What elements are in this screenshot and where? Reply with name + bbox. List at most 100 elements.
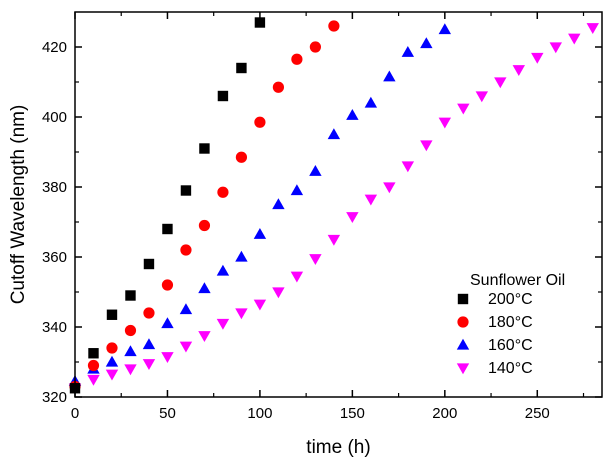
data-point — [309, 41, 321, 53]
y-tick-label: 320 — [42, 389, 67, 406]
data-point — [124, 345, 137, 357]
data-point — [142, 359, 156, 370]
y-tick-label: 380 — [42, 179, 67, 196]
data-point — [253, 228, 267, 239]
y-axis-label: Cutoff Wavelength (nm) — [8, 105, 29, 305]
data-point — [457, 103, 470, 115]
data-point — [124, 364, 137, 376]
data-point — [87, 374, 100, 386]
data-point — [420, 37, 433, 49]
y-tick-label: 420 — [42, 39, 67, 56]
plot-frame — [74, 11, 603, 398]
series-triangle-down — [68, 23, 599, 395]
data-point — [143, 258, 155, 270]
data-point — [309, 165, 322, 176]
data-point — [438, 117, 452, 129]
data-point — [179, 303, 193, 315]
y-tick-label: 360 — [42, 249, 67, 266]
legend-label: 200°C — [488, 291, 533, 308]
data-point — [125, 290, 136, 301]
data-point — [383, 70, 396, 82]
data-point — [568, 33, 581, 45]
x-axis-label: time (h) — [306, 437, 370, 458]
data-point — [161, 317, 174, 329]
data-point — [235, 250, 248, 262]
data-point — [198, 219, 211, 232]
data-point — [549, 42, 562, 54]
data-point — [161, 352, 174, 363]
data-point — [272, 287, 285, 299]
y-tick-label: 340 — [42, 319, 67, 336]
data-point — [291, 53, 303, 65]
legend-label: 160°C — [488, 337, 533, 354]
data-point — [87, 359, 100, 372]
data-point — [494, 77, 507, 89]
data-point — [162, 223, 173, 235]
x-tick-label: 100 — [247, 405, 272, 422]
legend-symbol — [456, 363, 470, 375]
data-point — [253, 299, 267, 311]
data-point — [105, 369, 119, 381]
legend-symbol — [457, 316, 469, 328]
data-point — [272, 81, 285, 93]
data-point — [199, 143, 210, 154]
data-point — [290, 271, 304, 283]
data-point — [383, 182, 396, 194]
data-point — [235, 308, 248, 320]
data-point — [420, 140, 433, 152]
data-point — [327, 128, 341, 140]
data-point — [235, 151, 248, 163]
data-point — [531, 52, 544, 64]
legend-label: 140°C — [488, 360, 533, 377]
data-point — [161, 279, 174, 291]
data-marks — [68, 17, 599, 395]
data-point — [180, 244, 192, 256]
data-point — [364, 96, 378, 108]
data-point — [180, 185, 192, 196]
series-square — [69, 17, 266, 394]
data-point — [290, 184, 304, 196]
legend-symbol — [456, 338, 470, 350]
data-point — [142, 338, 156, 350]
data-point — [124, 324, 137, 337]
data-point — [179, 341, 193, 353]
data-point — [198, 331, 211, 342]
data-point — [216, 264, 230, 276]
data-point — [401, 161, 415, 173]
data-point — [346, 212, 359, 223]
data-point — [106, 342, 118, 354]
data-point — [217, 186, 229, 198]
x-tick-label: 150 — [340, 405, 365, 422]
x-tick-label: 0 — [71, 405, 79, 422]
data-point — [216, 318, 230, 330]
data-point — [106, 309, 118, 320]
data-point — [198, 282, 211, 294]
data-point — [143, 307, 155, 319]
legend-title: Sunflower Oil — [470, 272, 565, 289]
data-point — [309, 254, 322, 265]
data-point — [236, 62, 247, 74]
data-point — [272, 198, 285, 210]
data-point — [401, 46, 415, 57]
x-tick-label: 250 — [525, 405, 550, 422]
legend: Sunflower Oil 200°C 180°C 160°C 140°C — [456, 272, 565, 377]
data-point — [438, 23, 452, 35]
data-point — [254, 17, 266, 28]
data-point — [512, 65, 525, 76]
data-point — [254, 116, 266, 128]
data-point — [105, 355, 119, 367]
data-point — [328, 20, 340, 32]
x-tick-label: 200 — [432, 405, 457, 422]
legend-label: 180°C — [488, 314, 533, 331]
legend-symbol — [457, 293, 469, 305]
data-point — [217, 90, 229, 102]
axis-ticks: 0 50 100 150 200 250 320 340 360 380 400 420 — [42, 12, 602, 422]
data-point — [327, 234, 341, 246]
data-point — [586, 23, 599, 34]
data-point — [346, 109, 359, 120]
x-tick-label: 50 — [159, 405, 176, 422]
data-point — [88, 348, 99, 359]
y-tick-label: 400 — [42, 109, 67, 126]
data-point — [475, 91, 489, 103]
